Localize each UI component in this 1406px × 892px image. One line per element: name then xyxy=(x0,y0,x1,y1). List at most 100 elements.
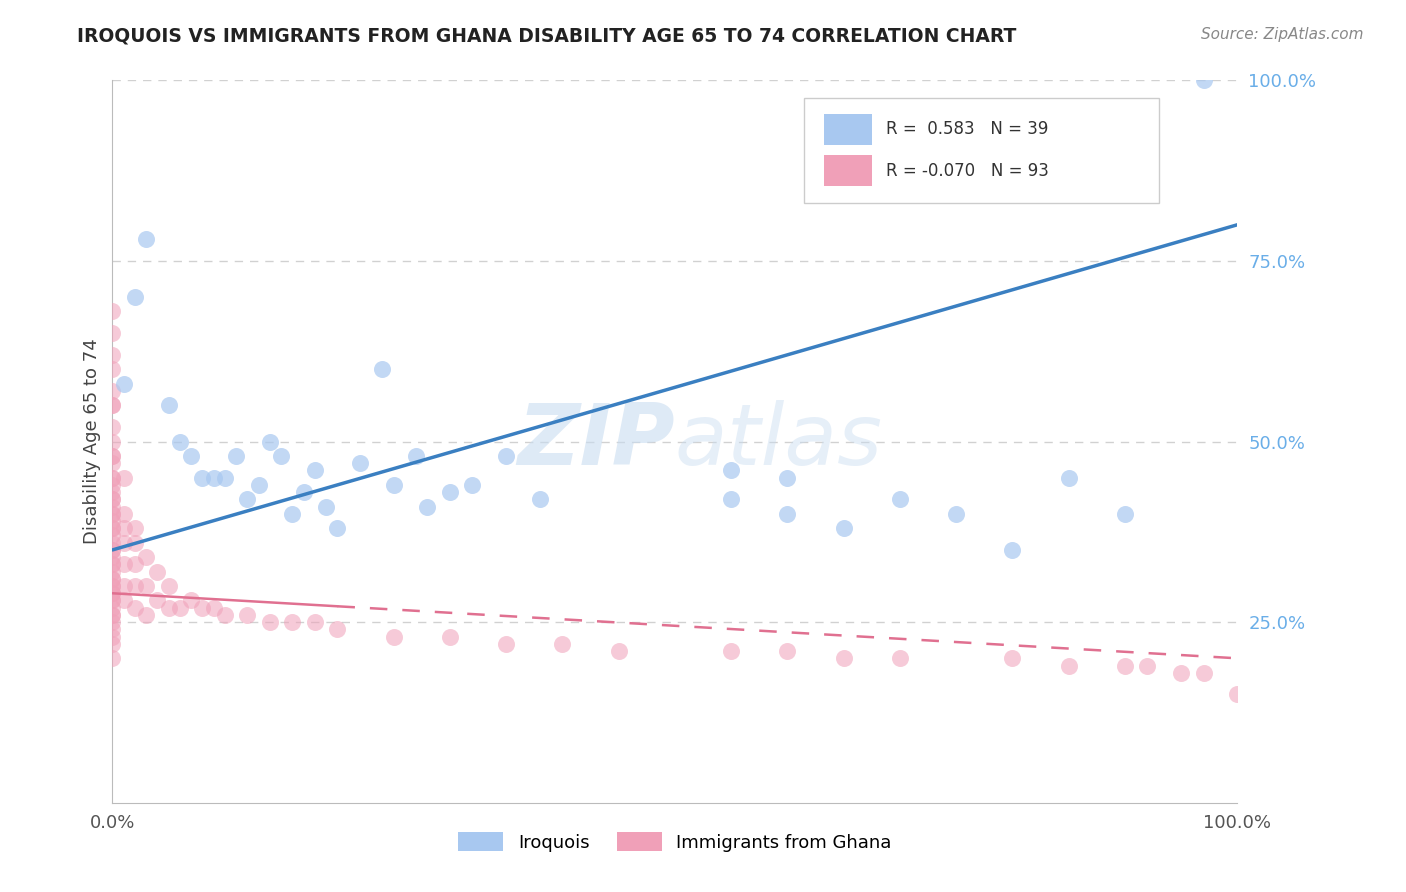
Point xyxy=(112,579,135,593)
Point xyxy=(112,471,135,485)
Point xyxy=(1001,542,1024,557)
Point xyxy=(247,478,270,492)
Point xyxy=(101,398,124,412)
Point xyxy=(326,521,349,535)
Point xyxy=(101,507,124,521)
Point xyxy=(191,600,214,615)
Point xyxy=(202,471,225,485)
Point xyxy=(191,471,214,485)
Point xyxy=(180,449,202,463)
Point xyxy=(101,572,124,586)
Point xyxy=(551,637,574,651)
Point xyxy=(439,630,461,644)
Point xyxy=(326,623,349,637)
Text: Source: ZipAtlas.com: Source: ZipAtlas.com xyxy=(1201,27,1364,42)
Point xyxy=(101,558,124,572)
Point xyxy=(776,644,799,658)
Point xyxy=(124,521,146,535)
Point xyxy=(101,304,124,318)
Point xyxy=(405,449,427,463)
Point xyxy=(101,507,124,521)
Point xyxy=(382,630,405,644)
Point xyxy=(1226,687,1249,701)
Point xyxy=(281,507,304,521)
Point xyxy=(236,607,259,622)
Point xyxy=(607,644,630,658)
Point xyxy=(832,521,855,535)
Point xyxy=(776,471,799,485)
Point xyxy=(101,542,124,557)
Point xyxy=(135,232,157,246)
Point xyxy=(889,651,911,665)
Point xyxy=(135,550,157,565)
Point xyxy=(292,485,315,500)
Point xyxy=(101,362,124,376)
Point xyxy=(214,471,236,485)
Point xyxy=(101,623,124,637)
Point xyxy=(889,492,911,507)
Point xyxy=(1057,471,1080,485)
Point xyxy=(225,449,247,463)
Point xyxy=(146,593,169,607)
Point xyxy=(304,615,326,630)
Point xyxy=(101,485,124,500)
Point xyxy=(529,492,551,507)
Point xyxy=(281,615,304,630)
Point xyxy=(382,478,405,492)
Point xyxy=(112,521,135,535)
Point xyxy=(1170,665,1192,680)
Point xyxy=(776,507,799,521)
Point xyxy=(101,471,124,485)
Point xyxy=(720,463,742,477)
FancyBboxPatch shape xyxy=(824,154,872,186)
Point xyxy=(101,615,124,630)
Point xyxy=(416,500,439,514)
Point xyxy=(202,600,225,615)
Point xyxy=(101,434,124,449)
Point xyxy=(101,398,124,412)
Text: atlas: atlas xyxy=(675,400,883,483)
Point xyxy=(124,558,146,572)
Point xyxy=(101,651,124,665)
Point xyxy=(101,607,124,622)
Point xyxy=(124,579,146,593)
Point xyxy=(371,362,394,376)
Legend: Iroquois, Immigrants from Ghana: Iroquois, Immigrants from Ghana xyxy=(451,825,898,859)
Point xyxy=(270,449,292,463)
Point xyxy=(439,485,461,500)
Point xyxy=(101,456,124,470)
Point xyxy=(112,507,135,521)
Point xyxy=(832,651,855,665)
Point xyxy=(1192,665,1215,680)
Point xyxy=(101,558,124,572)
Text: R =  0.583   N = 39: R = 0.583 N = 39 xyxy=(886,120,1049,138)
Point xyxy=(101,449,124,463)
Point xyxy=(101,420,124,434)
Point xyxy=(1001,651,1024,665)
Point xyxy=(112,376,135,391)
Point xyxy=(236,492,259,507)
Point xyxy=(101,492,124,507)
Point xyxy=(101,492,124,507)
Text: R = -0.070   N = 93: R = -0.070 N = 93 xyxy=(886,161,1049,179)
Point xyxy=(157,600,180,615)
Point xyxy=(720,644,742,658)
Point xyxy=(720,492,742,507)
FancyBboxPatch shape xyxy=(804,98,1159,203)
Point xyxy=(945,507,967,521)
Point xyxy=(101,593,124,607)
Point xyxy=(112,593,135,607)
Point xyxy=(101,449,124,463)
Point xyxy=(101,579,124,593)
Point xyxy=(135,579,157,593)
Point xyxy=(495,449,517,463)
Y-axis label: Disability Age 65 to 74: Disability Age 65 to 74 xyxy=(83,339,101,544)
Point xyxy=(1057,658,1080,673)
Point xyxy=(101,586,124,600)
Point xyxy=(304,463,326,477)
Point xyxy=(101,542,124,557)
Point xyxy=(101,550,124,565)
Point xyxy=(1114,658,1136,673)
Text: ZIP: ZIP xyxy=(517,400,675,483)
Point xyxy=(101,579,124,593)
